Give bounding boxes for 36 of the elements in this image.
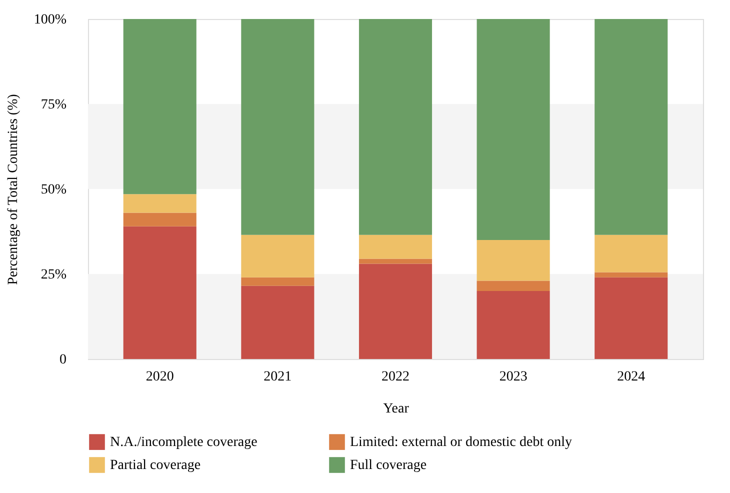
x-tick-label: 2020	[146, 370, 174, 384]
x-tick-label: 2024	[617, 370, 646, 384]
bar	[123, 19, 196, 194]
x-axis-title: Year	[383, 402, 410, 416]
x-tick-label: 2023	[499, 370, 528, 384]
bar	[241, 19, 314, 235]
y-tick-label: 25%	[40, 268, 67, 282]
bar	[241, 234, 314, 278]
bar	[123, 194, 196, 213]
y-tick-label: 0	[60, 352, 66, 368]
y-tick-label: 75%	[40, 98, 67, 112]
bar	[241, 277, 314, 286]
bar	[594, 277, 668, 359]
bar	[476, 19, 550, 240]
bar	[476, 291, 550, 359]
bar	[476, 280, 550, 291]
legend-label: Limited: external or domestic debt only	[350, 435, 572, 450]
bar	[123, 212, 196, 226]
bar	[358, 19, 432, 235]
bar	[358, 234, 432, 259]
bar	[594, 234, 668, 272]
bar	[476, 240, 550, 281]
x-tick-label: 2022	[382, 370, 410, 384]
bar	[594, 272, 668, 278]
y-tick-label: 100%	[34, 12, 67, 28]
bar	[123, 226, 196, 359]
bar	[358, 258, 432, 264]
y-tick-label: 50%	[40, 182, 67, 198]
y-axis-title: Percentage of Total Countries (%)	[6, 94, 21, 285]
legend-label: Full coverage	[350, 458, 427, 473]
x-tick-label: 2021	[264, 370, 292, 384]
legend-label: N.A./incomplete coverage	[110, 435, 258, 450]
bar	[241, 286, 314, 359]
bar	[594, 19, 668, 235]
legend-label: Partial coverage	[110, 458, 201, 473]
bar	[358, 264, 432, 359]
